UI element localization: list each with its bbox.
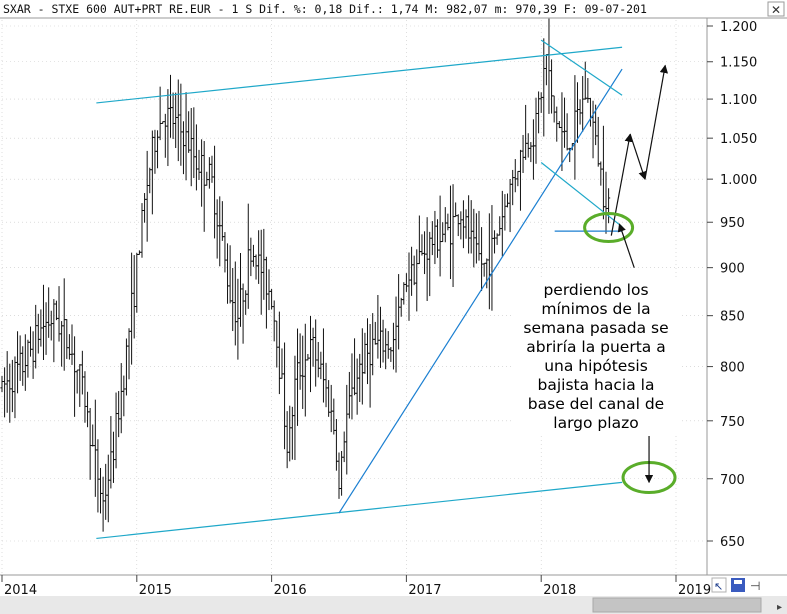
x-tick-label: 2015	[139, 583, 172, 598]
y-tick-label: 1.100	[720, 93, 757, 108]
trendlines	[96, 39, 623, 540]
cursor-button[interactable]: ↖	[711, 577, 727, 593]
y-tick-label: 800	[720, 361, 745, 376]
y-tick-label: 750	[720, 415, 745, 430]
lower-channel-line[interactable]	[96, 481, 623, 540]
x-tick-label: 2016	[274, 583, 307, 598]
candles	[0, 18, 611, 532]
pointer-arrow	[617, 223, 635, 268]
rising-support-line[interactable]	[338, 68, 623, 514]
x-tick-label: 2018	[543, 583, 576, 598]
scroll-right-arrow[interactable]: ▸	[777, 602, 782, 613]
x-tick-label: 2017	[408, 583, 441, 598]
weekly-low-circle	[583, 212, 635, 244]
projection-arrow	[610, 133, 633, 236]
close-icon: ✕	[771, 3, 781, 17]
ticker-header: SXAR - STXE 600 AUT+PRT RE.EUR - 1 S Dif…	[3, 2, 647, 16]
pin-button[interactable]: ⊣	[750, 579, 760, 593]
projection-arrow	[629, 133, 647, 180]
y-tick-label: 1.150	[720, 56, 757, 71]
x-axis: 2014 2015 2016 2017 2018 2019	[1, 575, 711, 598]
wedge-lower-line[interactable]	[540, 162, 623, 228]
scrollbar-thumb[interactable]	[592, 597, 762, 613]
annotation-line: base del canal de	[528, 395, 664, 413]
annotation-line: abriría la puerta a	[526, 338, 665, 356]
y-tick-label: 1.200	[720, 20, 757, 35]
save-icon	[734, 580, 742, 584]
upper-channel-line[interactable]	[96, 46, 623, 104]
save-button[interactable]	[731, 578, 745, 592]
annotation-line: perdiendo los	[543, 281, 648, 299]
annotation-line: una hipótesis	[544, 357, 648, 375]
y-tick-label: 650	[720, 535, 745, 550]
scrollbar-track[interactable]	[0, 596, 787, 614]
y-tick-label: 1.000	[720, 173, 757, 188]
y-tick-label: 700	[720, 473, 745, 488]
cursor-plus-icon: ↖	[714, 580, 723, 593]
y-tick-label: 900	[720, 262, 745, 277]
annotation-background	[513, 278, 681, 436]
annotation-line: bajista hacia la	[538, 376, 655, 394]
y-axis: 1.200 1.150 1.100 1.050 1.000 950 900 850 800 750…	[707, 20, 757, 550]
wedge-upper-line[interactable]	[540, 39, 623, 96]
y-tick-label: 850	[720, 310, 745, 325]
pin-icon: ⊣	[750, 579, 760, 593]
y-tick-label: 950	[720, 216, 745, 231]
y-tick-label: 1.050	[720, 132, 757, 147]
annotation-line: mínimos de la	[541, 300, 650, 318]
projection-arrow	[644, 64, 669, 180]
annotation-line: largo plazo	[553, 414, 638, 432]
header-bar	[0, 0, 787, 18]
x-tick-label: 2014	[4, 583, 37, 598]
x-tick-label: 2019	[678, 583, 711, 598]
annotation-line: semana pasada se	[523, 319, 668, 337]
close-button[interactable]: ✕	[767, 1, 785, 17]
